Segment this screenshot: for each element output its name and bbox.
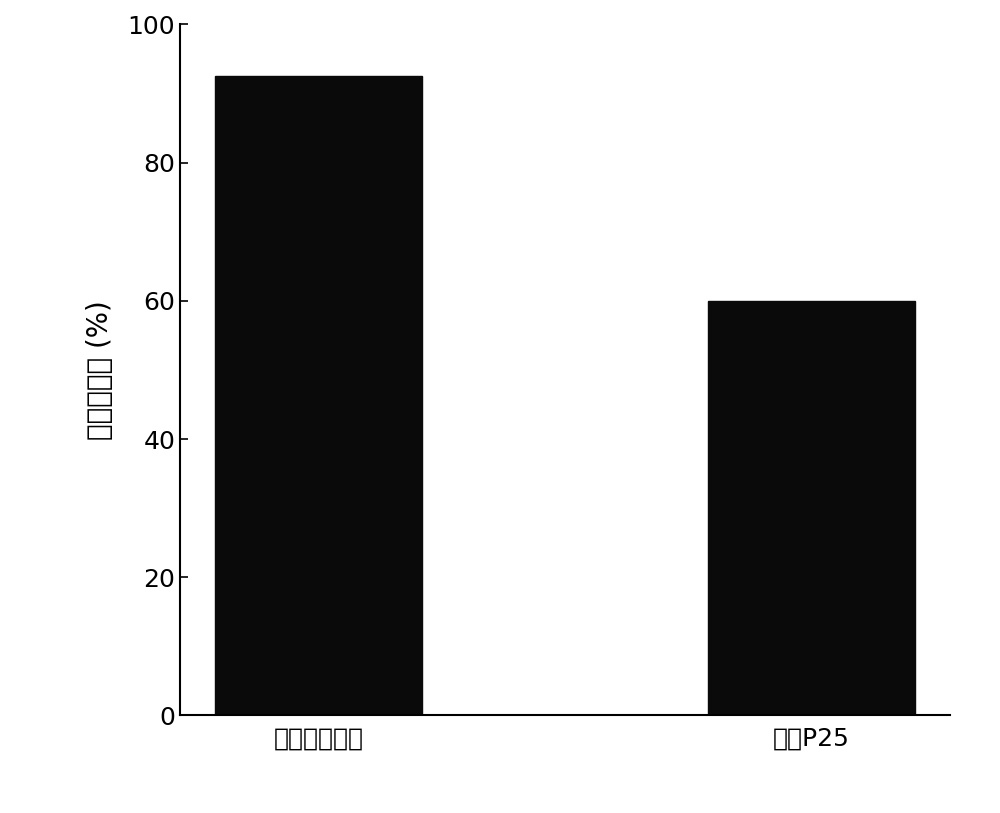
- Y-axis label: 甲苯矿化率 (%): 甲苯矿化率 (%): [86, 300, 114, 440]
- Bar: [215, 76, 422, 715]
- Bar: [708, 301, 915, 715]
